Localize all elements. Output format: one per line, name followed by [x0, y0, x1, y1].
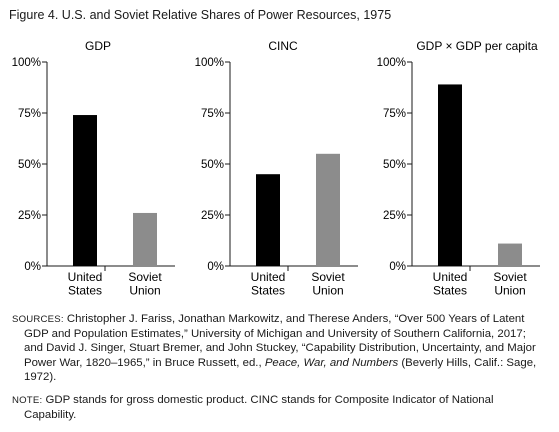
sources-kicker: SOURCES: — [12, 314, 64, 325]
y-tick-label: 100% — [377, 57, 406, 69]
x-tick-label: United — [68, 270, 103, 284]
y-tick-label: 50% — [201, 159, 224, 171]
x-tick-label: States — [433, 284, 467, 298]
x-tick-label: Union — [129, 284, 160, 298]
y-tick-label: 25% — [18, 210, 41, 222]
y-tick-label: 100% — [12, 57, 41, 69]
x-tick-label: Union — [494, 284, 525, 298]
y-tick-label: 75% — [201, 108, 224, 120]
x-tick-label: Soviet — [311, 270, 345, 284]
sources-book-title: Peace, War, and Numbers — [264, 356, 399, 369]
charts-container: GDP0%25%50%75%100%UnitedStatesSovietUnio… — [12, 39, 540, 298]
bar-united-states — [73, 115, 97, 266]
y-tick-label: 75% — [18, 108, 41, 120]
note-kicker: NOTE: — [12, 395, 43, 406]
x-tick-label: States — [68, 284, 102, 298]
bar-united-states — [256, 174, 280, 266]
x-tick-label: United — [251, 270, 286, 284]
chart-title: CINC — [268, 39, 298, 53]
chart-title: GDP × GDP per capita — [416, 39, 538, 53]
y-tick-label: 0% — [24, 261, 41, 273]
y-tick-label: 25% — [383, 210, 406, 222]
note-text: GDP stands for gross domestic product. C… — [24, 394, 494, 422]
note: NOTE: GDP stands for gross domestic prod… — [12, 393, 548, 422]
figure-title: Figure 4. U.S. and Soviet Relative Share… — [9, 8, 392, 22]
y-tick-label: 0% — [389, 261, 406, 273]
y-tick-label: 75% — [383, 108, 406, 120]
x-tick-label: Union — [312, 284, 343, 298]
sources-note: SOURCES: Christopher J. Fariss, Jonathan… — [12, 312, 548, 384]
bar-soviet-union — [133, 212, 157, 266]
bar-united-states — [438, 84, 462, 266]
x-tick-label: Soviet — [128, 270, 162, 284]
y-tick-label: 50% — [18, 159, 41, 171]
sources-text-1: Christopher J. Fariss, Jonathan Markowit… — [24, 313, 536, 369]
bar-soviet-union — [316, 153, 340, 266]
x-tick-label: Soviet — [493, 270, 527, 284]
bar-soviet-union — [498, 243, 522, 266]
chart-panel-3: GDP × GDP per capita 0% 25% 50% 75% 100% Unite… — [377, 39, 540, 298]
x-tick-label: United — [433, 270, 468, 284]
y-tick-label: 100% — [195, 57, 224, 69]
y-tick-label: 25% — [201, 210, 224, 222]
y-tick-label: 0% — [207, 261, 224, 273]
chart-title: GDP — [85, 39, 111, 53]
sources-text-2: (Beverly Hills, Calif.: Sage, 1972). — [24, 356, 537, 383]
y-tick-label: 50% — [383, 159, 406, 171]
x-tick-label: States — [251, 284, 285, 298]
